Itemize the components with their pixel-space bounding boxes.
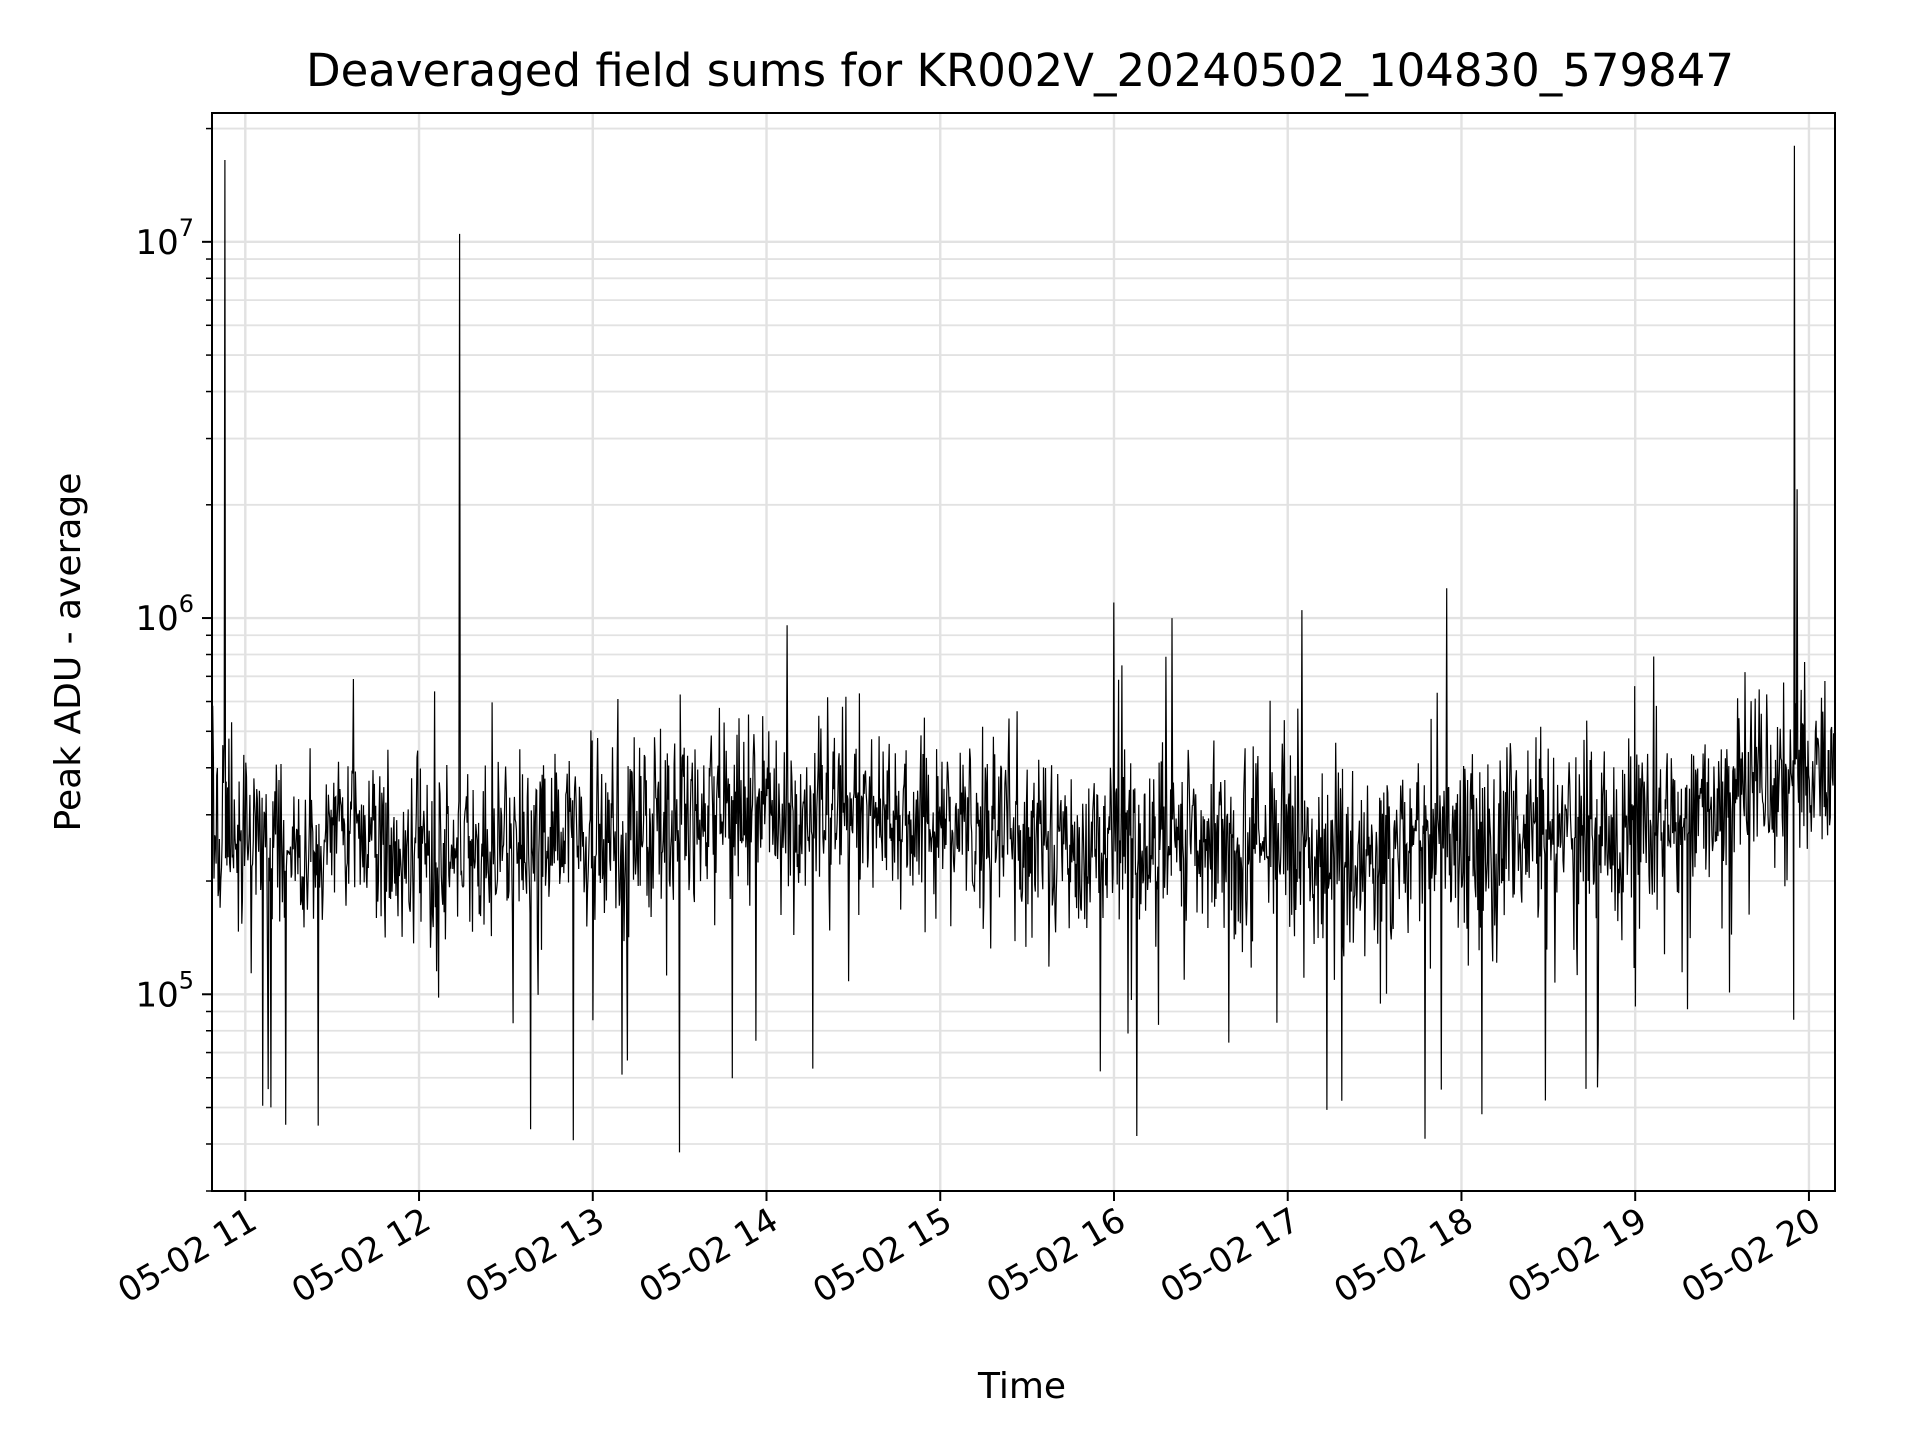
y-tick-exponent: 7	[179, 214, 194, 242]
x-axis-label: Time	[977, 1366, 1066, 1407]
y-tick-base: 10	[135, 599, 178, 639]
y-tick-label: 107	[135, 214, 194, 263]
y-tick-exponent: 5	[179, 966, 194, 994]
grid-layer	[212, 113, 1835, 1192]
series-layer	[211, 145, 1836, 1153]
y-tick-base: 10	[135, 975, 178, 1015]
y-tick-base: 10	[135, 223, 178, 263]
y-tick-exponent: 6	[179, 590, 194, 618]
plot-frame	[211, 112, 1836, 1192]
y-axis-label: Peak ADU - average	[48, 473, 89, 832]
chart-title: Deaveraged field sums for KR002V_2024050…	[306, 44, 1734, 97]
y-tick-label: 106	[135, 590, 194, 639]
y-tick-label: 105	[135, 966, 194, 1015]
series-line	[211, 145, 1836, 1153]
